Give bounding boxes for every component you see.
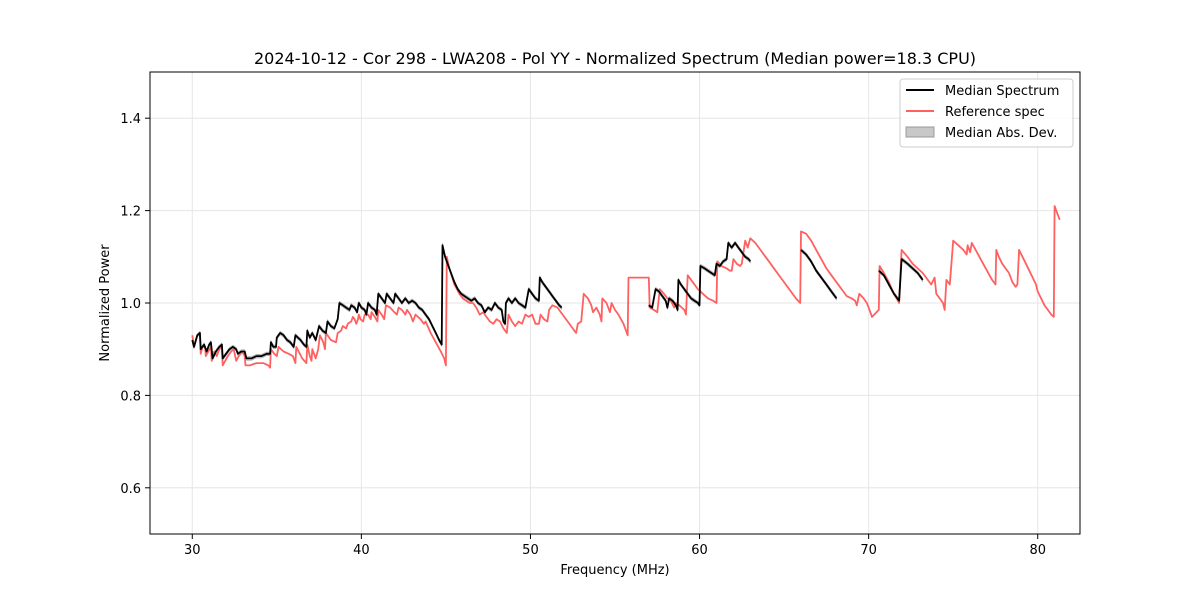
- x-axis-label: Frequency (MHz): [560, 563, 669, 578]
- x-tick-label: 60: [691, 543, 708, 558]
- y-tick-label: 1.2: [120, 205, 141, 220]
- x-axis: 30 40 50 60 70 80: [184, 534, 1046, 558]
- x-tick-label: 40: [353, 543, 370, 558]
- legend-label-median: Median Spectrum: [945, 84, 1059, 99]
- y-axis-label: Normalized Power: [98, 244, 113, 362]
- y-tick-label: 0.6: [120, 482, 141, 497]
- chart-title: 2024-10-12 - Cor 298 - LWA208 - Pol YY -…: [254, 49, 976, 68]
- plot-area: [191, 205, 1061, 369]
- legend-label-mad: Median Abs. Dev.: [945, 126, 1057, 141]
- median-spectrum-line: [648, 241, 752, 311]
- legend: Median Spectrum Reference spec Median Ab…: [899, 78, 1074, 148]
- y-tick-label: 1.0: [120, 297, 141, 312]
- x-tick-label: 70: [860, 543, 877, 558]
- x-tick-label: 50: [522, 543, 539, 558]
- y-axis: 0.6 0.8 1.0 1.2 1.4: [120, 112, 150, 497]
- median-spectrum-line: [878, 258, 924, 302]
- x-tick-label: 80: [1029, 543, 1046, 558]
- x-tick-label: 30: [184, 543, 201, 558]
- median-spectrum-line: [800, 249, 838, 299]
- y-tick-label: 0.8: [120, 389, 141, 404]
- legend-swatch-mad: [905, 126, 935, 138]
- reference-spectrum-line: [191, 205, 1061, 369]
- y-tick-label: 1.4: [120, 112, 141, 127]
- legend-label-reference: Reference spec: [945, 105, 1045, 120]
- median-spectrum-line: [191, 244, 563, 360]
- legend-box: [899, 78, 1074, 148]
